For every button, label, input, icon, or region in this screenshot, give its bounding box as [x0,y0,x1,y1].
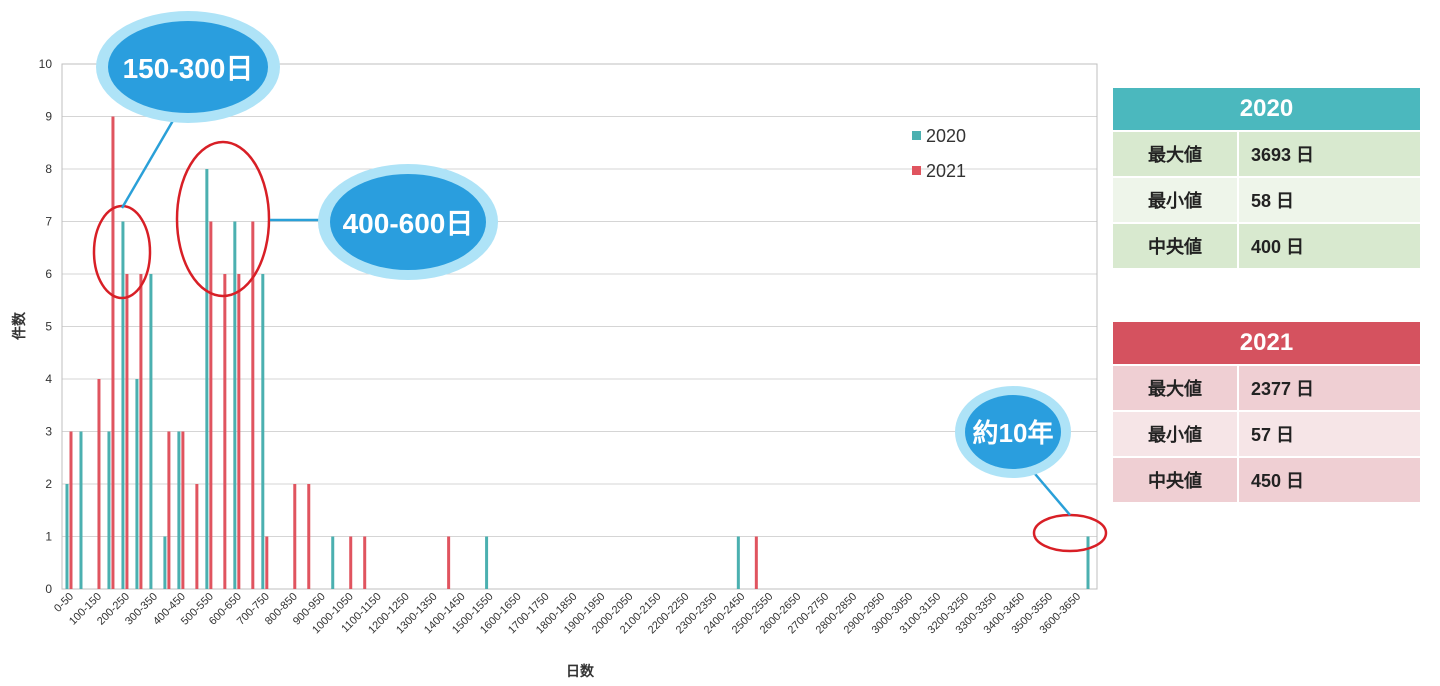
bar-2021 [447,536,451,589]
stats-label: 最大値 [1113,366,1237,410]
bar-2021 [111,116,115,589]
bar-2021 [307,484,311,589]
y-tick-label: 5 [45,320,52,334]
stats-row-median-2021: 中央値 450 日 [1113,458,1420,502]
stats-value: 2377 日 [1239,366,1420,410]
y-tick-label: 9 [45,110,52,124]
bar-2021 [363,536,367,589]
y-axis-label: 件数 [11,311,27,340]
y-tick-label: 4 [45,372,52,386]
bar-2021 [349,536,353,589]
stats-label: 最小値 [1113,178,1237,222]
stats-row-min-2020: 最小値 58 日 [1113,178,1420,222]
bar-2021 [223,274,227,589]
legend-label-2020: 2020 [926,126,966,146]
highlight-circle-10yr [1032,513,1108,553]
stats-row-max-2020: 最大値 3693 日 [1113,132,1420,176]
bar-2020 [485,536,489,589]
bubble-label-150-300: 150-300日 [123,53,254,84]
bar-2020 [331,536,335,589]
legend-label-2021: 2021 [926,161,966,181]
legend-swatch-2020 [912,131,921,140]
bubble-label-10yr: 約10年 [973,418,1054,448]
x-tick-label: 0-50 [52,591,76,615]
bar-2021 [251,221,255,589]
y-tick-label: 3 [45,425,52,439]
stats-value: 58 日 [1239,178,1420,222]
stats-header-2020: 2020 [1113,88,1420,130]
callout-line-150-300 [120,111,180,209]
bubble-label-400-600: 400-600日 [343,208,474,239]
stats-label: 最大値 [1113,132,1237,176]
plot-area-border [61,63,1098,590]
bar-2021 [97,379,101,589]
bar-2020 [233,221,237,589]
stats-label: 最小値 [1113,412,1237,456]
bubble-150-300: 150-300日 [96,11,280,123]
y-tick-label: 0 [45,582,52,596]
y-axis-ticks: 0 1 2 3 4 5 6 7 8 9 10 [39,57,53,596]
bar-2021 [265,536,269,589]
stats-table-2020: 2020 最大値 3693 日 最小値 58 日 中央値 400 日 [1113,88,1420,268]
y-tick-label: 2 [45,477,52,491]
bar-2020 [163,536,167,589]
annotations: 150-300日 400-600日 約10年 [92,11,1108,553]
y-tick-label: 10 [39,57,53,71]
bar-2021 [754,536,758,589]
stats-value: 450 日 [1239,458,1420,502]
bar-2021 [139,274,143,589]
bar-2020 [1086,536,1090,589]
bar-2020 [107,431,111,589]
bar-2021 [237,274,241,589]
legend-swatch-2021 [912,166,921,175]
bar-2021 [125,274,129,589]
stats-label: 中央値 [1113,458,1237,502]
bar-2021 [69,431,73,589]
stats-value: 400 日 [1239,224,1420,268]
legend: 2020 2021 [912,126,966,181]
bar-2020 [135,379,139,589]
bar-2020 [65,484,69,589]
stats-table-2021: 2021 最大値 2377 日 最小値 57 日 中央値 450 日 [1113,322,1420,502]
bar-2020 [261,274,265,589]
stats-row-median-2020: 中央値 400 日 [1113,224,1420,268]
bar-2021 [293,484,297,589]
highlight-circle-400-600 [175,140,271,298]
bubble-10yr: 約10年 [955,386,1071,478]
bar-2020 [79,431,83,589]
bar-2020 [736,536,740,589]
x-axis-label: 日数 [566,663,595,679]
callout-line-10yr [1029,467,1071,516]
bar-2020 [205,169,209,589]
bar-2021 [167,431,171,589]
bar-2020 [121,221,125,589]
y-tick-label: 6 [45,267,52,281]
stats-row-min-2021: 最小値 57 日 [1113,412,1420,456]
stats-value: 57 日 [1239,412,1420,456]
stats-header-2021: 2021 [1113,322,1420,364]
bubble-400-600: 400-600日 [318,164,498,280]
bar-2021 [195,484,199,589]
bar-2020 [149,274,153,589]
bar-2020 [177,431,181,589]
bar-2021 [209,221,213,589]
stats-label: 中央値 [1113,224,1237,268]
y-tick-label: 7 [45,215,52,229]
y-tick-label: 8 [45,162,52,176]
stats-value: 3693 日 [1239,132,1420,176]
bars [65,116,1090,589]
stats-row-max-2021: 最大値 2377 日 [1113,366,1420,410]
x-axis-ticks: 0-50100-150200-250300-350400-450500-5506… [52,591,1083,637]
y-tick-label: 1 [45,530,52,544]
bar-2021 [181,431,185,589]
